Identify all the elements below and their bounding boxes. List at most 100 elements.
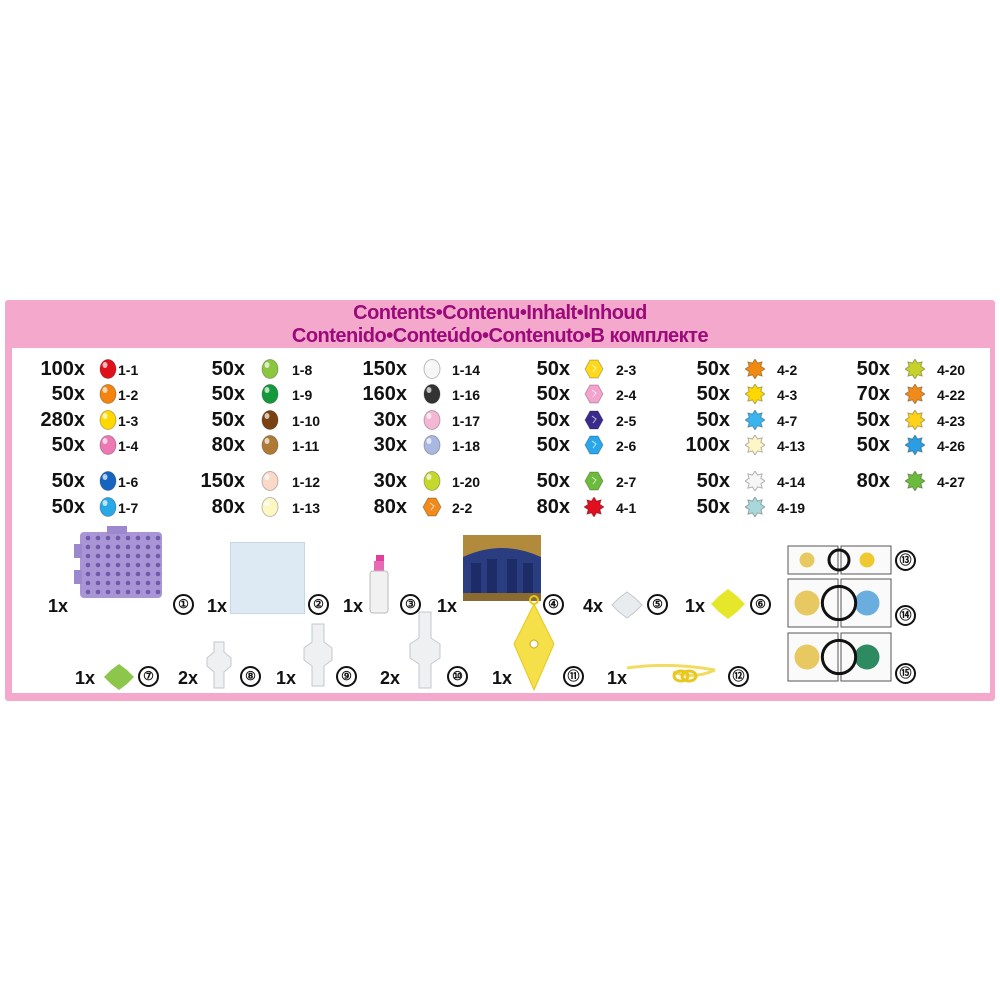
bead-hex-icon [584, 410, 604, 430]
accessory-quantity: 2x [380, 668, 401, 688]
bead-star-icon [904, 383, 926, 405]
accessory-number: ④ [543, 594, 564, 615]
accessory-quantity: 1x [276, 668, 297, 688]
title-line-1: Contents•Contenu•Inhalt•Inhoud [353, 302, 647, 324]
bead-round-icon [98, 471, 118, 491]
bead-code: 4-1 [616, 500, 637, 516]
bead-code: 1-10 [292, 413, 321, 429]
bead-round-icon [98, 359, 118, 379]
bead-code: 4-26 [937, 438, 966, 454]
bead-star-icon [744, 434, 766, 456]
pattern-sheet-icon [787, 545, 892, 580]
bead-code: 1-18 [452, 438, 481, 454]
bead-quantity: 50x [856, 409, 890, 431]
bead-code: 1-11 [292, 438, 320, 454]
bead-quantity: 100x [685, 434, 731, 456]
bead-quantity: 30x [373, 434, 407, 456]
bead-star-icon [744, 409, 766, 431]
bead-code: 4-27 [937, 474, 966, 490]
bead-code: 2-4 [616, 387, 637, 403]
bead-code: 4-7 [777, 413, 798, 429]
bead-code: 1-8 [292, 362, 313, 378]
bead-quantity: 50x [211, 383, 245, 405]
accessory-number: ⑥ [750, 594, 771, 615]
accessory-number: ⑪ [563, 666, 584, 687]
bead-code: 4-19 [777, 500, 806, 516]
accessory-quantity: 1x [437, 596, 458, 616]
bead-round-icon [260, 471, 280, 491]
accessory-number: ① [173, 594, 194, 615]
bead-round-icon [98, 384, 118, 404]
bead-star-icon [904, 409, 926, 431]
ironing-sheet-icon [230, 542, 305, 614]
bead-quantity: 50x [536, 434, 570, 456]
bead-hex-icon [584, 359, 604, 379]
bead-quantity: 80x [856, 470, 890, 492]
bead-code: 1-7 [118, 500, 139, 516]
bead-code: 2-5 [616, 413, 637, 429]
bead-quantity: 70x [856, 383, 890, 405]
bead-code: 4-14 [777, 474, 806, 490]
bead-round-icon [98, 435, 118, 455]
bead-round-icon [422, 384, 442, 404]
bead-round-icon [260, 359, 280, 379]
accessory-quantity: 4x [583, 596, 604, 616]
accessory-number: ⑫ [728, 666, 749, 687]
bead-code: 1-6 [118, 474, 139, 490]
bead-code: 1-17 [452, 413, 481, 429]
backdrop-picture-icon [463, 535, 541, 601]
accessory-quantity: 1x [492, 668, 513, 688]
bead-tray-icon [74, 526, 162, 598]
spray-bottle-icon [369, 555, 389, 614]
bead-quantity: 160x [362, 383, 408, 405]
connector-icon [303, 623, 333, 687]
chain-icon [626, 663, 716, 683]
diamond-tray-icon [513, 595, 555, 692]
bead-star-icon [744, 358, 766, 380]
connector-icon [206, 641, 232, 689]
bead-code: 1-12 [292, 474, 321, 490]
bead-quantity: 80x [211, 496, 245, 518]
bead-quantity: 80x [211, 434, 245, 456]
bead-round-icon [98, 410, 118, 430]
bead-quantity: 50x [536, 470, 570, 492]
bead-round-icon [260, 410, 280, 430]
bead-quantity: 50x [696, 383, 730, 405]
bead-code: 1-16 [452, 387, 481, 403]
bead-star-icon [744, 383, 766, 405]
accessory-number: ② [308, 594, 329, 615]
bead-quantity: 50x [856, 434, 890, 456]
bead-hex-icon [584, 384, 604, 404]
bead-quantity: 50x [211, 358, 245, 380]
bead-code: 1-2 [118, 387, 139, 403]
bead-quantity: 50x [696, 358, 730, 380]
accessory-quantity: 1x [607, 668, 628, 688]
bead-quantity: 50x [51, 383, 85, 405]
bead-star-icon [904, 434, 926, 456]
bead-quantity: 80x [536, 496, 570, 518]
bead-quantity: 50x [51, 496, 85, 518]
bead-quantity: 50x [696, 409, 730, 431]
stand-yellow-icon [711, 589, 745, 619]
bead-quantity: 150x [362, 358, 408, 380]
bead-star-icon [904, 470, 926, 492]
bead-code: 4-2 [777, 362, 798, 378]
accessory-quantity: 1x [685, 596, 706, 616]
bead-code: 4-3 [777, 387, 798, 403]
bead-quantity: 50x [856, 358, 890, 380]
accessory-number: ⑨ [336, 666, 357, 687]
accessory-quantity: 1x [343, 596, 364, 616]
bead-quantity: 50x [536, 383, 570, 405]
stand-clear-icon [611, 591, 643, 619]
bead-hex-icon [584, 435, 604, 455]
pattern-sheet-icon [787, 578, 892, 633]
bead-quantity: 50x [696, 496, 730, 518]
bead-code: 4-22 [937, 387, 966, 403]
bead-hex-icon [422, 497, 442, 517]
bead-quantity: 50x [536, 358, 570, 380]
bead-quantity: 30x [373, 470, 407, 492]
bead-code: 2-2 [452, 500, 473, 516]
accessory-number: ⑭ [895, 605, 916, 626]
accessory-number: ⑩ [447, 666, 468, 687]
bead-code: 1-14 [452, 362, 481, 378]
